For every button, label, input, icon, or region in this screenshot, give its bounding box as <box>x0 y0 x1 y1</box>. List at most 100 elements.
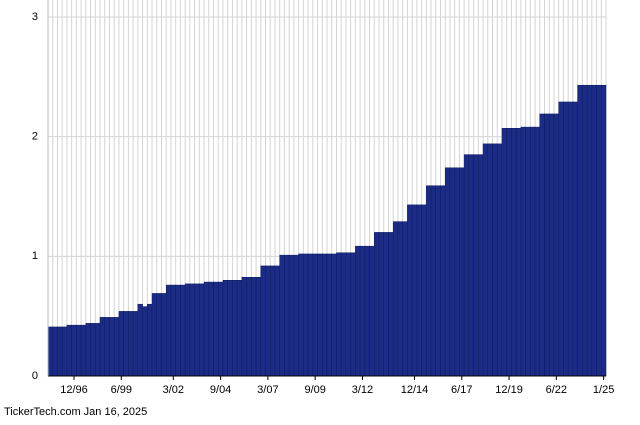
x-tick-label: 6/99 <box>111 384 132 396</box>
bar <box>128 311 134 377</box>
bar <box>203 281 210 377</box>
bar <box>61 326 68 377</box>
bar <box>586 84 593 377</box>
bar <box>525 126 531 377</box>
bar <box>217 281 224 377</box>
y-tick-label: 1 <box>32 250 38 262</box>
bar <box>184 283 191 377</box>
bar <box>274 265 280 377</box>
bar <box>95 323 101 377</box>
bar <box>312 253 318 377</box>
x-tick-label: 1/25 <box>593 384 614 396</box>
bar <box>572 101 578 377</box>
bar <box>558 101 564 377</box>
bar <box>246 277 252 377</box>
x-tick-label: 12/96 <box>60 384 88 396</box>
bar <box>430 185 437 377</box>
bar <box>478 154 484 377</box>
bar <box>426 185 432 377</box>
bar <box>222 280 228 377</box>
bar <box>397 221 403 377</box>
bar <box>501 128 507 377</box>
bar <box>482 143 489 377</box>
bar <box>520 126 526 377</box>
bar <box>331 253 337 377</box>
bar <box>232 280 238 377</box>
bar <box>473 154 479 377</box>
bar <box>85 323 91 377</box>
y-tick-label: 3 <box>32 11 38 23</box>
bar <box>317 253 323 377</box>
bar <box>293 254 299 377</box>
bar <box>199 283 205 377</box>
bar <box>227 280 233 377</box>
x-tick-label: 6/17 <box>451 384 472 396</box>
bar <box>435 185 441 377</box>
bar <box>284 254 290 377</box>
bar <box>298 253 304 377</box>
bar <box>454 167 460 377</box>
bar <box>165 284 172 377</box>
bar <box>487 143 493 377</box>
bar <box>506 128 512 377</box>
bar <box>213 281 219 377</box>
bar <box>180 284 186 377</box>
x-tick-label: 3/02 <box>163 384 184 396</box>
bar <box>255 277 262 377</box>
bar <box>350 252 356 377</box>
x-tick-label: 3/07 <box>257 384 278 396</box>
bar <box>270 265 276 377</box>
bar <box>577 84 583 377</box>
bar <box>530 126 536 377</box>
bar <box>322 253 328 377</box>
bar <box>132 311 139 377</box>
bar <box>492 143 498 377</box>
bar <box>468 154 474 377</box>
bar <box>539 113 545 377</box>
bar <box>511 128 517 377</box>
x-tick-label: 12/14 <box>401 384 429 396</box>
bar <box>444 167 451 377</box>
bar <box>170 284 176 377</box>
bar <box>104 317 110 377</box>
bar <box>596 84 602 377</box>
bar <box>57 326 63 377</box>
bar <box>411 204 418 377</box>
bar <box>151 293 158 377</box>
x-tick-label: 6/22 <box>546 384 567 396</box>
bar <box>118 311 124 377</box>
bar <box>388 232 394 377</box>
bar <box>279 254 285 377</box>
bar <box>496 143 503 377</box>
bar <box>47 326 53 377</box>
bar <box>463 154 470 377</box>
bar <box>175 284 181 377</box>
bar <box>99 317 105 377</box>
bar <box>369 245 375 377</box>
bar <box>359 245 366 377</box>
bar <box>142 306 148 377</box>
bar <box>71 324 77 377</box>
bar <box>189 283 195 377</box>
bar <box>582 84 588 377</box>
footer: TickerTech.com Jan 16, 2025 <box>4 406 147 418</box>
bar <box>544 113 550 377</box>
bar <box>374 232 380 377</box>
bar <box>109 317 115 377</box>
bar <box>345 252 351 377</box>
bar <box>515 128 522 377</box>
bar <box>52 326 58 377</box>
bar <box>208 281 214 377</box>
bar <box>80 324 87 377</box>
bar <box>236 280 243 377</box>
bar <box>553 113 559 377</box>
bar <box>459 167 465 377</box>
bar <box>440 185 446 377</box>
y-tick-label: 0 <box>32 370 38 382</box>
x-tick-label: 3/12 <box>352 384 373 396</box>
bar <box>113 317 120 377</box>
bar <box>549 113 555 377</box>
bar <box>601 84 607 377</box>
bar <box>303 253 309 377</box>
